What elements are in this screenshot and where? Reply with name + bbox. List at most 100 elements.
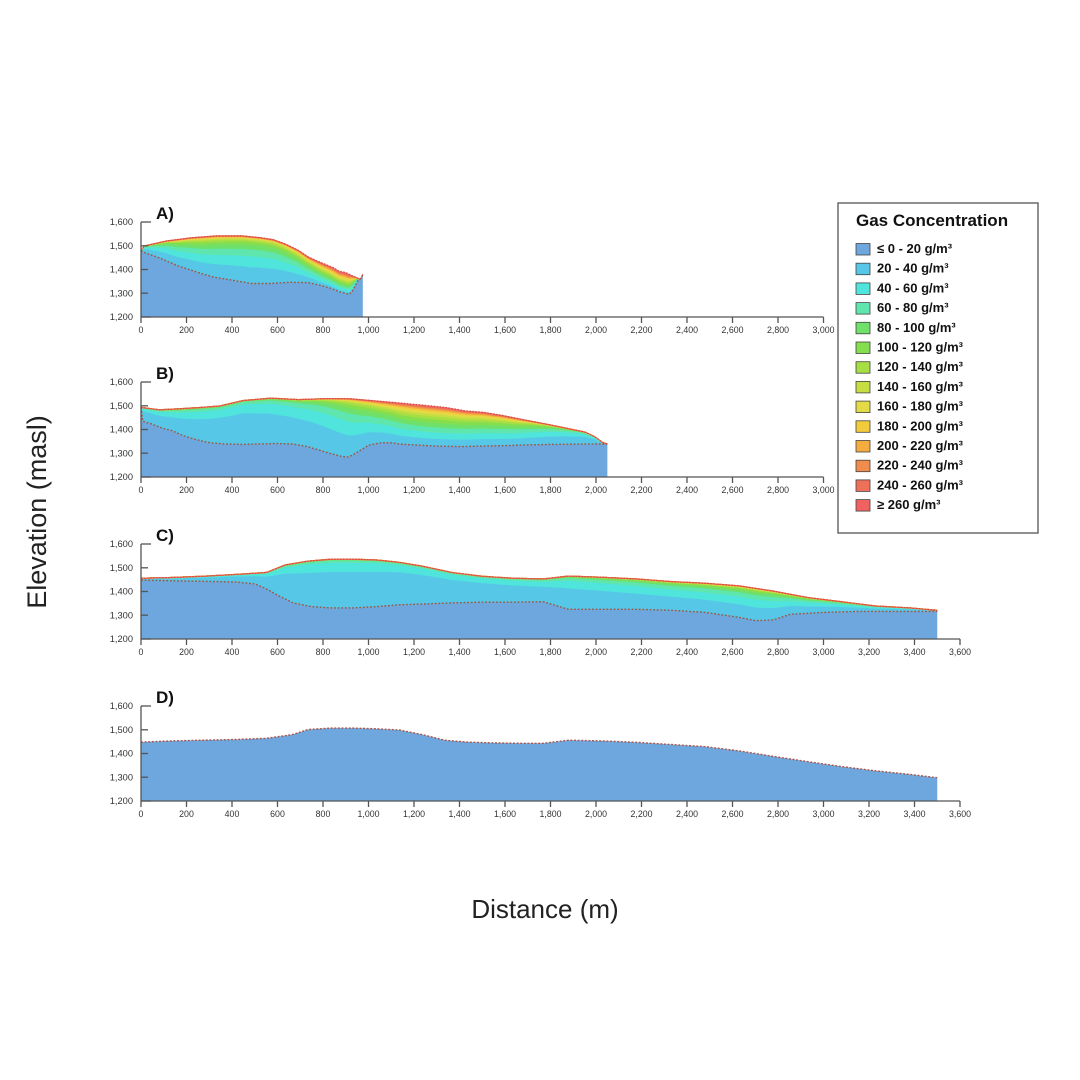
svg-text:1,400: 1,400 bbox=[448, 325, 470, 335]
svg-text:1,200: 1,200 bbox=[403, 809, 425, 819]
svg-text:100 - 120 g/m³: 100 - 120 g/m³ bbox=[877, 340, 964, 355]
svg-text:3,600: 3,600 bbox=[949, 647, 971, 657]
svg-text:0: 0 bbox=[139, 325, 144, 335]
svg-text:1,000: 1,000 bbox=[357, 325, 379, 335]
svg-text:1,600: 1,600 bbox=[110, 217, 133, 227]
svg-text:1,000: 1,000 bbox=[357, 485, 379, 495]
svg-text:1,000: 1,000 bbox=[357, 647, 379, 657]
svg-text:3,000: 3,000 bbox=[812, 809, 834, 819]
svg-text:1,000: 1,000 bbox=[357, 809, 379, 819]
svg-text:3,000: 3,000 bbox=[812, 325, 834, 335]
svg-text:400: 400 bbox=[225, 647, 240, 657]
svg-text:3,400: 3,400 bbox=[903, 809, 925, 819]
svg-text:600: 600 bbox=[270, 485, 285, 495]
svg-text:2,600: 2,600 bbox=[721, 485, 743, 495]
svg-text:800: 800 bbox=[316, 647, 331, 657]
svg-text:2,200: 2,200 bbox=[630, 647, 652, 657]
svg-text:80 - 100 g/m³: 80 - 100 g/m³ bbox=[877, 320, 956, 335]
svg-text:2,800: 2,800 bbox=[767, 647, 789, 657]
svg-text:2,800: 2,800 bbox=[767, 485, 789, 495]
svg-text:D): D) bbox=[156, 688, 174, 707]
svg-text:1,500: 1,500 bbox=[110, 563, 133, 573]
svg-text:2,400: 2,400 bbox=[676, 325, 698, 335]
svg-text:2,000: 2,000 bbox=[585, 809, 607, 819]
svg-text:1,800: 1,800 bbox=[539, 647, 561, 657]
svg-text:2,200: 2,200 bbox=[630, 809, 652, 819]
svg-text:2,400: 2,400 bbox=[676, 485, 698, 495]
svg-text:1,300: 1,300 bbox=[110, 773, 133, 783]
svg-text:0: 0 bbox=[139, 485, 144, 495]
svg-text:2,000: 2,000 bbox=[585, 325, 607, 335]
svg-text:1,600: 1,600 bbox=[494, 485, 516, 495]
svg-text:200: 200 bbox=[179, 325, 194, 335]
svg-text:1,200: 1,200 bbox=[403, 485, 425, 495]
svg-text:400: 400 bbox=[225, 809, 240, 819]
svg-text:1,400: 1,400 bbox=[110, 425, 133, 435]
svg-text:140 - 160 g/m³: 140 - 160 g/m³ bbox=[877, 379, 964, 394]
svg-text:2,000: 2,000 bbox=[585, 485, 607, 495]
svg-text:1,400: 1,400 bbox=[448, 485, 470, 495]
svg-text:2,400: 2,400 bbox=[676, 647, 698, 657]
svg-text:220 - 240 g/m³: 220 - 240 g/m³ bbox=[877, 458, 964, 473]
svg-text:2,200: 2,200 bbox=[630, 485, 652, 495]
svg-text:1,200: 1,200 bbox=[110, 634, 133, 644]
svg-text:1,800: 1,800 bbox=[539, 809, 561, 819]
svg-text:1,400: 1,400 bbox=[448, 647, 470, 657]
svg-text:≥ 260 g/m³: ≥ 260 g/m³ bbox=[877, 497, 941, 512]
svg-text:0: 0 bbox=[139, 647, 144, 657]
svg-text:Elevation (masl): Elevation (masl) bbox=[22, 415, 52, 609]
svg-text:3,000: 3,000 bbox=[812, 647, 834, 657]
svg-text:120 - 140 g/m³: 120 - 140 g/m³ bbox=[877, 359, 964, 374]
svg-text:2,600: 2,600 bbox=[721, 325, 743, 335]
svg-text:0: 0 bbox=[139, 809, 144, 819]
svg-text:1,600: 1,600 bbox=[494, 809, 516, 819]
svg-text:200 - 220 g/m³: 200 - 220 g/m³ bbox=[877, 438, 964, 453]
svg-text:20 - 40 g/m³: 20 - 40 g/m³ bbox=[877, 261, 949, 276]
svg-text:1,200: 1,200 bbox=[110, 472, 133, 482]
svg-text:400: 400 bbox=[225, 325, 240, 335]
svg-text:1,300: 1,300 bbox=[110, 448, 133, 458]
svg-text:1,500: 1,500 bbox=[110, 725, 133, 735]
svg-text:A): A) bbox=[156, 204, 174, 223]
svg-text:1,600: 1,600 bbox=[110, 701, 133, 711]
svg-text:60 - 80 g/m³: 60 - 80 g/m³ bbox=[877, 300, 949, 315]
svg-text:2,400: 2,400 bbox=[676, 809, 698, 819]
svg-text:160 - 180 g/m³: 160 - 180 g/m³ bbox=[877, 399, 964, 414]
svg-text:1,200: 1,200 bbox=[110, 796, 133, 806]
svg-text:800: 800 bbox=[316, 809, 331, 819]
svg-text:1,200: 1,200 bbox=[110, 312, 133, 322]
svg-text:1,800: 1,800 bbox=[539, 325, 561, 335]
svg-text:180 - 200 g/m³: 180 - 200 g/m³ bbox=[877, 418, 964, 433]
svg-text:1,300: 1,300 bbox=[110, 288, 133, 298]
svg-text:≤ 0 - 20 g/m³: ≤ 0 - 20 g/m³ bbox=[877, 241, 953, 256]
svg-text:1,600: 1,600 bbox=[494, 325, 516, 335]
svg-text:3,200: 3,200 bbox=[858, 809, 880, 819]
svg-text:1,600: 1,600 bbox=[110, 377, 133, 387]
svg-text:600: 600 bbox=[270, 325, 285, 335]
svg-text:3,000: 3,000 bbox=[812, 485, 834, 495]
svg-text:1,600: 1,600 bbox=[110, 539, 133, 549]
svg-text:Distance (m): Distance (m) bbox=[471, 894, 618, 924]
svg-text:1,600: 1,600 bbox=[494, 647, 516, 657]
svg-text:1,800: 1,800 bbox=[539, 485, 561, 495]
svg-text:1,200: 1,200 bbox=[403, 325, 425, 335]
svg-text:200: 200 bbox=[179, 647, 194, 657]
svg-text:1,400: 1,400 bbox=[110, 587, 133, 597]
svg-text:3,200: 3,200 bbox=[858, 647, 880, 657]
svg-text:1,400: 1,400 bbox=[110, 749, 133, 759]
svg-text:600: 600 bbox=[270, 647, 285, 657]
svg-text:40 - 60 g/m³: 40 - 60 g/m³ bbox=[877, 280, 949, 295]
svg-text:200: 200 bbox=[179, 809, 194, 819]
svg-text:1,500: 1,500 bbox=[110, 401, 133, 411]
svg-text:400: 400 bbox=[225, 485, 240, 495]
svg-text:2,800: 2,800 bbox=[767, 325, 789, 335]
svg-text:B): B) bbox=[156, 364, 174, 383]
svg-text:800: 800 bbox=[316, 485, 331, 495]
svg-text:1,400: 1,400 bbox=[110, 265, 133, 275]
svg-text:1,500: 1,500 bbox=[110, 241, 133, 251]
svg-text:2,000: 2,000 bbox=[585, 647, 607, 657]
svg-text:800: 800 bbox=[316, 325, 331, 335]
svg-text:600: 600 bbox=[270, 809, 285, 819]
svg-text:2,600: 2,600 bbox=[721, 647, 743, 657]
svg-text:240 - 260 g/m³: 240 - 260 g/m³ bbox=[877, 477, 964, 492]
